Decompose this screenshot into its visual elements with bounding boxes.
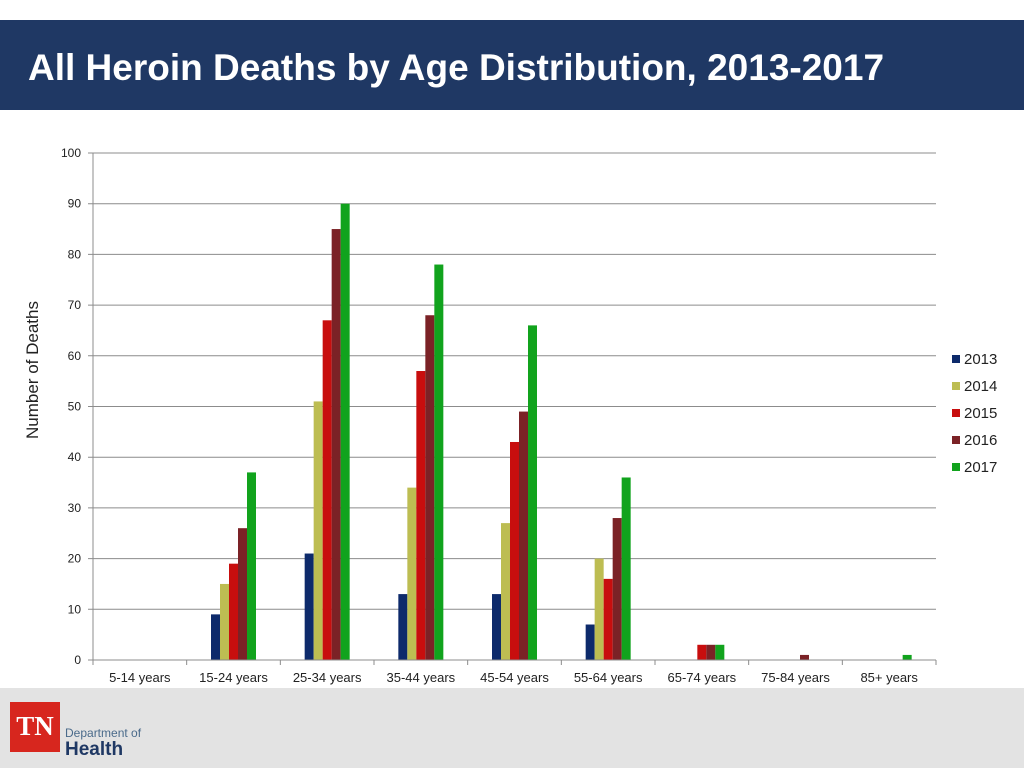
bar-2017-85-years (902, 654, 912, 660)
y-tick-label: 100 (61, 146, 81, 160)
bar-2017-25-34-years (340, 203, 350, 660)
x-tick-label: 75-84 years (761, 670, 830, 685)
legend-label-2017: 2017 (964, 459, 997, 476)
bar-2015-65-74-years (697, 644, 707, 660)
y-tick-label: 80 (68, 247, 82, 261)
y-tick-label: 70 (68, 298, 82, 312)
bar-2016-45-54-years (519, 411, 528, 660)
bar-2013-35-44-years (398, 594, 408, 660)
legend-label-2014: 2014 (964, 378, 997, 395)
title-bar: All Heroin Deaths by Age Distribution, 2… (0, 20, 1024, 110)
bar-2013-45-54-years (492, 594, 501, 660)
bar-2016-55-64-years (612, 518, 622, 660)
y-tick-label: 50 (68, 400, 82, 414)
logo-department-text: Department of (65, 726, 142, 740)
bar-2017-65-74-years (715, 644, 725, 660)
logo-health-text: Health (65, 739, 124, 760)
x-tick-label: 65-74 years (668, 670, 737, 685)
legend-swatch-2015 (952, 409, 960, 417)
bar-2013-25-34-years (304, 553, 314, 660)
bar-2014-15-24-years (220, 583, 229, 660)
bar-2014-45-54-years (501, 523, 510, 660)
legend-swatch-2017 (952, 463, 960, 471)
bar-2015-15-24-years (229, 563, 238, 660)
page-title: All Heroin Deaths by Age Distribution, 2… (28, 47, 885, 88)
x-tick-label: 25-34 years (293, 670, 362, 685)
footer: TN Department of Health (0, 688, 1024, 768)
bar-2017-55-64-years (621, 477, 631, 660)
bar-2017-35-44-years (434, 264, 444, 660)
legend-swatch-2013 (952, 355, 960, 363)
bar-2014-55-64-years (594, 558, 604, 660)
bar-chart: 0 10 20 30 40 50 60 70 80 90 100 5-14 years 15-24 ye… (23, 146, 997, 685)
x-tick-label: 85+ years (860, 670, 918, 685)
y-tick-label: 90 (68, 197, 82, 211)
x-tick-label: 15-24 years (199, 670, 268, 685)
chart-legend: 2013 2014 2015 2016 2017 (952, 351, 997, 476)
bar-2014-25-34-years (313, 401, 323, 660)
bar-2016-25-34-years (331, 229, 341, 661)
y-tick-label: 40 (68, 450, 82, 464)
y-tick-label: 0 (74, 653, 81, 667)
bar-2014-35-44-years (407, 487, 417, 660)
bar-2015-25-34-years (322, 320, 332, 660)
x-tick-label: 45-54 years (480, 670, 549, 685)
bar-2013-15-24-years (211, 614, 220, 660)
logo-initials: TN (16, 711, 54, 741)
chart-gridlines (88, 152, 936, 661)
bar-2016-35-44-years (425, 315, 435, 660)
legend-label-2016: 2016 (964, 432, 997, 449)
y-tick-label: 60 (68, 349, 82, 363)
bar-2015-45-54-years (510, 441, 519, 660)
tn-logo: TN (10, 702, 60, 752)
bar-2016-15-24-years (238, 528, 247, 660)
bar-2013-55-64-years (585, 624, 595, 660)
bar-2017-45-54-years (528, 325, 537, 660)
legend-label-2015: 2015 (964, 405, 997, 422)
bar-2015-35-44-years (416, 371, 426, 660)
bar-2017-15-24-years (247, 472, 256, 660)
y-tick-label: 10 (68, 602, 82, 616)
legend-swatch-2016 (952, 436, 960, 444)
y-tick-label: 30 (68, 501, 82, 515)
legend-swatch-2014 (952, 382, 960, 390)
x-tick-label: 35-44 years (387, 670, 456, 685)
bar-2015-55-64-years (603, 578, 613, 660)
x-tick-label: 5-14 years (109, 670, 171, 685)
bar-2016-65-74-years (706, 644, 716, 660)
legend-label-2013: 2013 (964, 351, 997, 368)
y-tick-label: 20 (68, 552, 82, 566)
chart-axes: 0 10 20 30 40 50 60 70 80 90 100 5-14 years 15-24 ye… (61, 146, 937, 685)
bar-2016-75-84-years (800, 654, 809, 660)
chart-bars (211, 203, 912, 661)
y-axis-label: Number of Deaths (23, 301, 42, 439)
x-tick-label: 55-64 years (574, 670, 643, 685)
